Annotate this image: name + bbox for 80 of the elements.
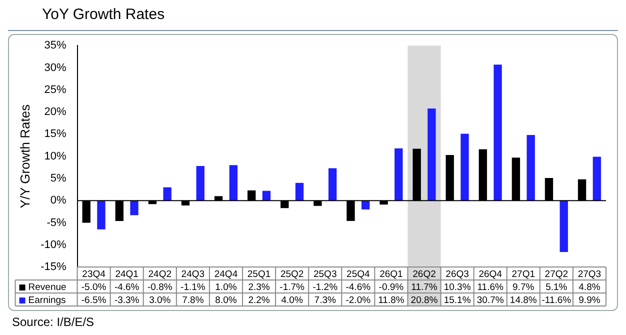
data-label: 11.7% xyxy=(411,282,438,294)
x-tick-label: 25Q2 xyxy=(280,269,304,280)
data-label: 14.8% xyxy=(510,295,538,306)
x-tick-label: 25Q3 xyxy=(313,269,337,280)
bar xyxy=(262,190,271,201)
chart-title: YoY Growth Rates xyxy=(42,6,165,23)
y-tick-label: 35% xyxy=(44,40,66,52)
data-label: 7.3% xyxy=(314,295,336,306)
x-tick-label: 26Q4 xyxy=(478,269,502,280)
bar xyxy=(295,182,304,201)
x-tick-label: 26Q3 xyxy=(446,269,469,280)
data-label: 8.0% xyxy=(215,295,238,306)
x-tick-label: 24Q1 xyxy=(115,269,138,280)
x-tick-label: 27Q1 xyxy=(512,269,536,280)
x-tick-label: 25Q4 xyxy=(346,269,370,280)
legend-label: Revenue xyxy=(28,282,66,294)
bar xyxy=(494,64,502,201)
data-label: 15.1% xyxy=(444,295,472,306)
data-label: -5.0% xyxy=(81,282,107,294)
bar xyxy=(560,200,568,252)
data-label: 20.8% xyxy=(410,295,438,306)
bar xyxy=(460,134,469,201)
data-label: 5.1% xyxy=(546,282,568,294)
bar xyxy=(130,200,138,216)
data-label: 2.2% xyxy=(248,295,270,306)
bar xyxy=(526,135,535,201)
legend-label: Earnings xyxy=(28,295,66,306)
y-axis-title: Y/Y Growth Rates xyxy=(17,104,32,208)
y-tick-label: 0% xyxy=(50,194,66,207)
data-label: -3.3% xyxy=(114,295,140,306)
data-label: -2.0% xyxy=(346,295,372,306)
bar xyxy=(428,108,436,201)
data-label: 10.3% xyxy=(444,282,472,294)
x-tick-label: 24Q3 xyxy=(181,269,205,280)
data-label: -1.7% xyxy=(280,282,306,294)
y-tick-label: -10% xyxy=(40,238,66,251)
data-label: 11.8% xyxy=(378,295,405,306)
y-tick-label: -15% xyxy=(40,261,66,274)
x-tick-label: 24Q4 xyxy=(214,269,238,280)
y-tick-label: 25% xyxy=(44,84,66,96)
data-label: 11.6% xyxy=(477,282,504,294)
data-label: -11.6% xyxy=(542,295,572,306)
y-tick-label: -5% xyxy=(46,216,66,229)
data-label: -4.6% xyxy=(346,282,372,294)
data-label: 4.0% xyxy=(281,295,304,306)
bar xyxy=(362,200,370,210)
data-label: 2.3% xyxy=(248,282,270,294)
y-tick-label: 15% xyxy=(44,128,66,140)
y-tick-label: 10% xyxy=(44,150,66,162)
data-label: -0.8% xyxy=(147,282,173,294)
y-tick-label: 30% xyxy=(44,62,66,74)
data-label: -1.1% xyxy=(180,282,206,294)
x-tick-label: 27Q3 xyxy=(578,269,602,280)
bar xyxy=(394,148,403,201)
data-label: -4.6% xyxy=(114,282,140,294)
data-label: -1.2% xyxy=(312,282,338,294)
data-label: 3.0% xyxy=(149,295,172,306)
x-tick-label: 23Q4 xyxy=(82,269,106,280)
bar xyxy=(196,166,204,201)
data-label: 9.9% xyxy=(578,295,601,306)
bar xyxy=(229,165,238,201)
x-tick-label: 24Q2 xyxy=(148,269,172,280)
x-tick-label: 25Q1 xyxy=(247,269,271,280)
bar xyxy=(97,200,106,230)
data-label: 1.0% xyxy=(215,282,238,294)
y-tick-label: 20% xyxy=(44,106,66,118)
data-label: 7.8% xyxy=(182,295,204,306)
bar xyxy=(592,156,601,201)
bar xyxy=(328,168,337,201)
bar xyxy=(163,187,172,201)
source-note: Source: I/B/E/S xyxy=(12,315,94,329)
x-tick-label: 27Q2 xyxy=(544,269,568,280)
x-tick-label: 26Q2 xyxy=(412,269,436,280)
data-label: 9.7% xyxy=(512,282,535,294)
data-label: 4.8% xyxy=(578,282,601,294)
data-label: -6.5% xyxy=(81,295,107,306)
y-tick-label: 5% xyxy=(50,172,66,184)
data-label: -0.9% xyxy=(378,282,404,294)
x-tick-label: 26Q1 xyxy=(380,269,403,280)
data-label: 30.7% xyxy=(476,295,504,306)
